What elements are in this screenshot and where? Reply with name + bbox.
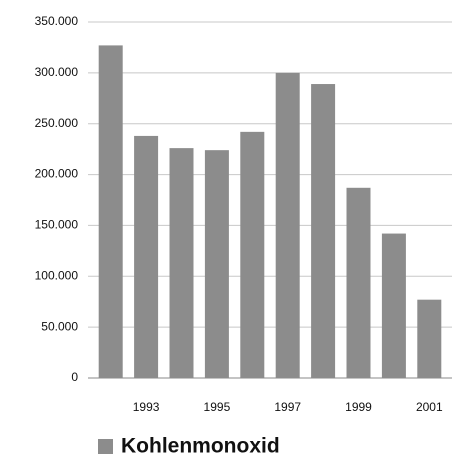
x-tick-label: 1999	[345, 400, 372, 414]
y-tick-label: 50.000	[41, 319, 78, 333]
y-tick-label: 300.000	[35, 65, 79, 79]
legend-label: Kohlenmonoxid	[121, 435, 280, 458]
y-tick-label: 100.000	[35, 268, 79, 282]
bar	[134, 135, 159, 378]
y-tick-label: 150.000	[35, 218, 79, 232]
bar	[346, 187, 371, 378]
bar	[98, 45, 123, 378]
bar	[275, 72, 300, 378]
x-tick-label: 1995	[204, 400, 231, 414]
y-tick-label: 350.000	[35, 14, 79, 28]
bar	[417, 299, 442, 378]
bar	[240, 131, 265, 378]
legend-swatch	[98, 439, 113, 454]
bar	[204, 150, 229, 378]
x-tick-label: 1997	[274, 400, 301, 414]
bar	[381, 233, 406, 378]
x-tick-label: 2001	[416, 400, 443, 414]
x-tick-label: 1993	[133, 400, 160, 414]
y-tick-label: 200.000	[35, 167, 79, 181]
bar	[311, 84, 336, 378]
y-tick-label: 250.000	[35, 116, 79, 130]
y-tick-label: 0	[71, 370, 78, 384]
bar	[169, 148, 194, 378]
